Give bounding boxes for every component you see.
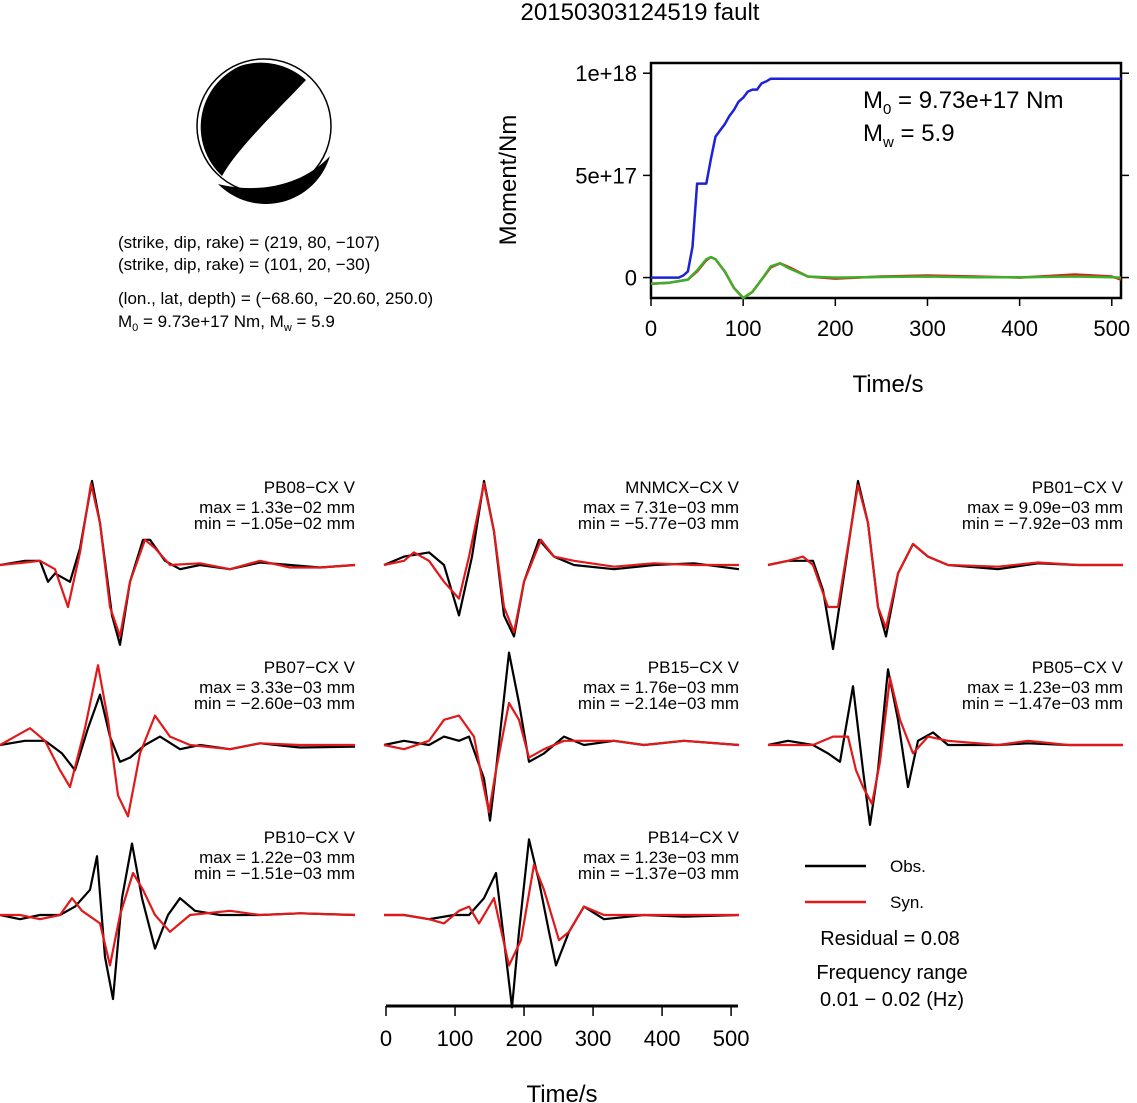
moment-summary: M0 = 9.73e+17 Nm, Mw = 5.9 bbox=[118, 312, 335, 334]
station-max: max = 7.31e−03 mm bbox=[583, 498, 739, 517]
station-name: PB08−CX V bbox=[264, 478, 356, 497]
synthetic-waveform bbox=[0, 664, 355, 818]
observed-waveform bbox=[384, 838, 740, 1009]
station-min: min = −7.92e−03 mm bbox=[962, 514, 1123, 533]
waveform-xtick-label: 400 bbox=[644, 1026, 681, 1051]
station-min: min = −2.14e−03 mm bbox=[578, 694, 739, 713]
observed-waveform bbox=[0, 842, 356, 1001]
hypocenter-location: (lon., lat, depth) = (−68.60, −20.60, 25… bbox=[118, 289, 433, 308]
moment-xtick-label: 400 bbox=[1001, 316, 1038, 341]
moment-chart-frame bbox=[649, 61, 1123, 300]
moment-rate-obs-line bbox=[650, 255, 1122, 300]
moment-xtick-label: 500 bbox=[1093, 316, 1130, 341]
synthetic-waveform bbox=[383, 482, 739, 634]
moment-chart-series bbox=[650, 77, 1122, 300]
synthetic-waveform bbox=[768, 676, 1123, 805]
synthetic-waveform bbox=[767, 484, 1123, 630]
waveform-xlabel: Time/s bbox=[526, 1081, 597, 1103]
compression-quadrant bbox=[200, 62, 306, 177]
cumulative-moment-line bbox=[651, 77, 1121, 279]
moment-ytick-label: 5e+17 bbox=[575, 163, 637, 188]
station-max: max = 1.33e−02 mm bbox=[199, 498, 355, 517]
nodal-plane-1: (strike, dip, rake) = (219, 80, −107) bbox=[118, 233, 380, 252]
focal-parameters: (strike, dip, rake) = (219, 80, −107) (s… bbox=[118, 233, 433, 334]
station-min: min = −1.47e−03 mm bbox=[962, 694, 1123, 713]
frequency-value: 0.01 − 0.02 (Hz) bbox=[820, 989, 964, 1011]
station-min: min = −1.37e−03 mm bbox=[578, 864, 739, 883]
moment-xtick-label: 0 bbox=[645, 316, 657, 341]
station-name: PB10−CX V bbox=[264, 828, 356, 847]
station-max: max = 1.76e−03 mm bbox=[583, 678, 739, 697]
moment-ytick-label: 1e+18 bbox=[575, 61, 637, 86]
moment-xtick-label: 100 bbox=[725, 316, 762, 341]
nodal-plane-2: (strike, dip, rake) = (101, 20, −30) bbox=[118, 255, 370, 274]
station-name: PB15−CX V bbox=[648, 658, 740, 677]
synthetic-waveform bbox=[383, 701, 740, 814]
moment-xlabel: Time/s bbox=[852, 371, 923, 398]
synthetic-waveform bbox=[0, 871, 356, 967]
moment-chart-axes: 0 100 200 300 400 500 0 5e+17 1e+18 bbox=[575, 61, 1130, 341]
synthetic-waveform bbox=[0, 482, 356, 638]
moment-xtick-label: 200 bbox=[817, 316, 854, 341]
waveform-xtick-label: 200 bbox=[506, 1026, 543, 1051]
station-min: min = −1.05e−02 mm bbox=[194, 514, 355, 533]
figure-title: 20150303124519 fault bbox=[521, 0, 760, 26]
station-max: max = 1.22e−03 mm bbox=[199, 848, 355, 867]
station-max: max = 1.23e−03 mm bbox=[583, 848, 739, 867]
waveform-xtick-label: 300 bbox=[575, 1026, 612, 1051]
legend-obs-label: Obs. bbox=[890, 857, 926, 876]
station-name: MNMCX−CX V bbox=[625, 478, 739, 497]
station-name: PB14−CX V bbox=[648, 828, 740, 847]
residual-text: Residual = 0.08 bbox=[820, 928, 960, 950]
waveform-legend: Obs. Syn. Residual = 0.08 Frequency rang… bbox=[805, 857, 968, 1011]
station-max: max = 3.33e−03 mm bbox=[199, 678, 355, 697]
synthetic-waveform bbox=[384, 863, 739, 967]
moment-annotation-mw: Mw = 5.9 bbox=[863, 120, 955, 151]
station-name: PB01−CX V bbox=[1032, 478, 1124, 497]
frequency-label: Frequency range bbox=[816, 962, 967, 984]
compression-quadrant-lower bbox=[218, 156, 330, 205]
station-min: min = −1.51e−03 mm bbox=[194, 864, 355, 883]
moment-xtick-label: 300 bbox=[909, 316, 946, 341]
moment-ytick-label: 0 bbox=[625, 266, 637, 291]
station-name: PB07−CX V bbox=[264, 658, 356, 677]
focal-mechanism-beachball bbox=[196, 58, 332, 205]
moment-chart: 0 100 200 300 400 500 0 5e+17 1e+18 Time/s Momen… bbox=[495, 61, 1130, 398]
station-max: max = 9.09e−03 mm bbox=[967, 498, 1123, 517]
waveform-xtick-label: 100 bbox=[437, 1026, 474, 1051]
station-name: PB05−CX V bbox=[1032, 658, 1124, 677]
waveform-xtick-label: 0 bbox=[380, 1026, 392, 1051]
moment-annotation-m0: M0 = 9.73e+17 Nm bbox=[863, 87, 1063, 118]
station-max: max = 1.23e−03 mm bbox=[967, 678, 1123, 697]
observed-waveform bbox=[383, 479, 740, 638]
moment-ylabel: Moment/Nm bbox=[495, 115, 522, 246]
station-min: min = −5.77e−03 mm bbox=[578, 514, 739, 533]
waveform-xtick-label: 500 bbox=[713, 1026, 750, 1051]
waveform-time-axis: 0 100 200 300 400 500 bbox=[380, 1004, 750, 1051]
station-min: min = −2.60e−03 mm bbox=[194, 694, 355, 713]
legend-syn-label: Syn. bbox=[890, 893, 924, 912]
